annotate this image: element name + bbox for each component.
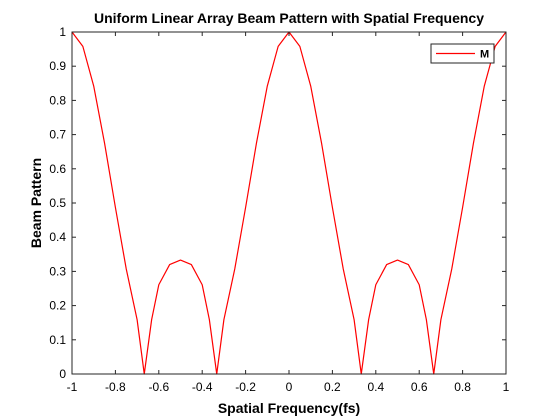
y-tick-label: 0.4 [49,230,66,244]
x-tick-label: -0.8 [105,380,126,394]
y-tick-label: 0.2 [49,299,66,313]
y-tick-label: 1 [59,25,66,39]
legend: M [430,43,495,64]
x-tick-label: 0.8 [454,380,471,394]
series-line-M [71,31,507,375]
x-tick-label: -1 [67,380,78,394]
x-tick-label: 0 [286,380,293,394]
y-tick-label: 0.3 [49,264,66,278]
y-tick-label: 0.5 [49,196,66,210]
y-axis-label: Beam Pattern [28,158,44,248]
legend-label: M [480,49,489,61]
x-axis-ticks: -1 -0.8 -0.6 -0.4 -0.2 0 0.2 0.4 0.6 0.8 1 [67,32,510,394]
x-tick-label: -0.2 [235,380,256,394]
y-tick-label: 0.8 [49,93,66,107]
y-axis-ticks: 0 0.1 0.2 0.3 0.4 0.5 0.6 0.7 0.8 0.9 1 [49,25,506,381]
x-tick-label: -0.4 [192,380,213,394]
chart-title: Uniform Linear Array Beam Pattern with S… [94,10,484,26]
y-tick-label: 0.7 [49,128,66,142]
chart-marks [71,31,507,375]
y-tick-label: 0.6 [49,162,66,176]
x-tick-label: 0.6 [411,380,428,394]
x-tick-label: 1 [503,380,510,394]
x-axis-label: Spatial Frequency(fs) [218,400,360,416]
y-tick-label: 0.1 [49,333,66,347]
x-tick-label: -0.6 [148,380,169,394]
y-tick-label: 0 [59,367,66,381]
x-tick-label: 0.2 [324,380,341,394]
x-tick-label: 0.4 [367,380,384,394]
y-tick-label: 0.9 [49,59,66,73]
